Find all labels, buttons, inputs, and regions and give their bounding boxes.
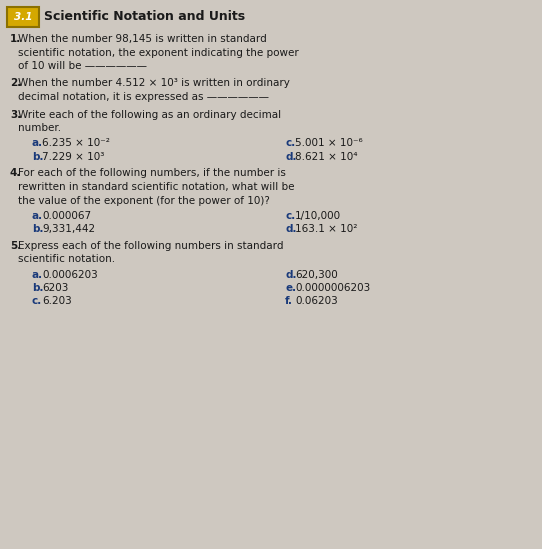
Text: 0.06203: 0.06203: [295, 296, 338, 306]
Text: scientific notation.: scientific notation.: [18, 255, 115, 265]
Text: Scientific Notation and Units: Scientific Notation and Units: [44, 10, 245, 24]
Text: d.: d.: [285, 224, 296, 234]
Text: d.: d.: [285, 270, 296, 280]
Text: d.: d.: [285, 152, 296, 161]
Text: b.: b.: [32, 152, 43, 161]
Text: of 10 will be ——————: of 10 will be ——————: [18, 61, 147, 71]
Text: 163.1 × 10²: 163.1 × 10²: [295, 224, 357, 234]
Text: When the number 4.512 × 10³ is written in ordinary: When the number 4.512 × 10³ is written i…: [18, 79, 290, 88]
Text: b.: b.: [32, 283, 43, 293]
Text: Express each of the following numbers in standard: Express each of the following numbers in…: [18, 241, 283, 251]
Text: For each of the following numbers, if the number is: For each of the following numbers, if th…: [18, 169, 286, 178]
Text: number.: number.: [18, 123, 61, 133]
Text: 5.: 5.: [10, 241, 21, 251]
Text: 4.: 4.: [10, 169, 21, 178]
Text: 6.203: 6.203: [42, 296, 72, 306]
Text: 6.235 × 10⁻²: 6.235 × 10⁻²: [42, 138, 110, 148]
Text: 7.229 × 10³: 7.229 × 10³: [42, 152, 105, 161]
Text: 0.000067: 0.000067: [42, 211, 91, 221]
Text: f.: f.: [285, 296, 293, 306]
Text: Write each of the following as an ordinary decimal: Write each of the following as an ordina…: [18, 109, 281, 120]
Text: 1.: 1.: [10, 34, 21, 44]
Text: scientific notation, the exponent indicating the power: scientific notation, the exponent indica…: [18, 48, 299, 58]
Text: When the number 98,145 is written in standard: When the number 98,145 is written in sta…: [18, 34, 267, 44]
Text: a.: a.: [32, 211, 43, 221]
Text: 3.1: 3.1: [14, 12, 33, 22]
Text: 0.0000006203: 0.0000006203: [295, 283, 370, 293]
Text: 620,300: 620,300: [295, 270, 338, 280]
Text: c.: c.: [285, 211, 295, 221]
Text: c.: c.: [285, 138, 295, 148]
Text: 9,331,442: 9,331,442: [42, 224, 95, 234]
Text: 6203: 6203: [42, 283, 68, 293]
Text: decimal notation, it is expressed as ——————: decimal notation, it is expressed as ———…: [18, 92, 269, 102]
Text: 3.: 3.: [10, 109, 21, 120]
Text: c.: c.: [32, 296, 42, 306]
Text: the value of the exponent (for the power of 10)?: the value of the exponent (for the power…: [18, 195, 270, 205]
Text: 1/10,000: 1/10,000: [295, 211, 341, 221]
Text: rewritten in standard scientific notation, what will be: rewritten in standard scientific notatio…: [18, 182, 294, 192]
FancyBboxPatch shape: [7, 7, 39, 27]
Text: e.: e.: [285, 283, 296, 293]
Text: a.: a.: [32, 138, 43, 148]
Text: b.: b.: [32, 224, 43, 234]
Text: 2.: 2.: [10, 79, 21, 88]
Text: 0.0006203: 0.0006203: [42, 270, 98, 280]
Text: 8.621 × 10⁴: 8.621 × 10⁴: [295, 152, 358, 161]
Text: a.: a.: [32, 270, 43, 280]
Text: 5.001 × 10⁻⁶: 5.001 × 10⁻⁶: [295, 138, 363, 148]
